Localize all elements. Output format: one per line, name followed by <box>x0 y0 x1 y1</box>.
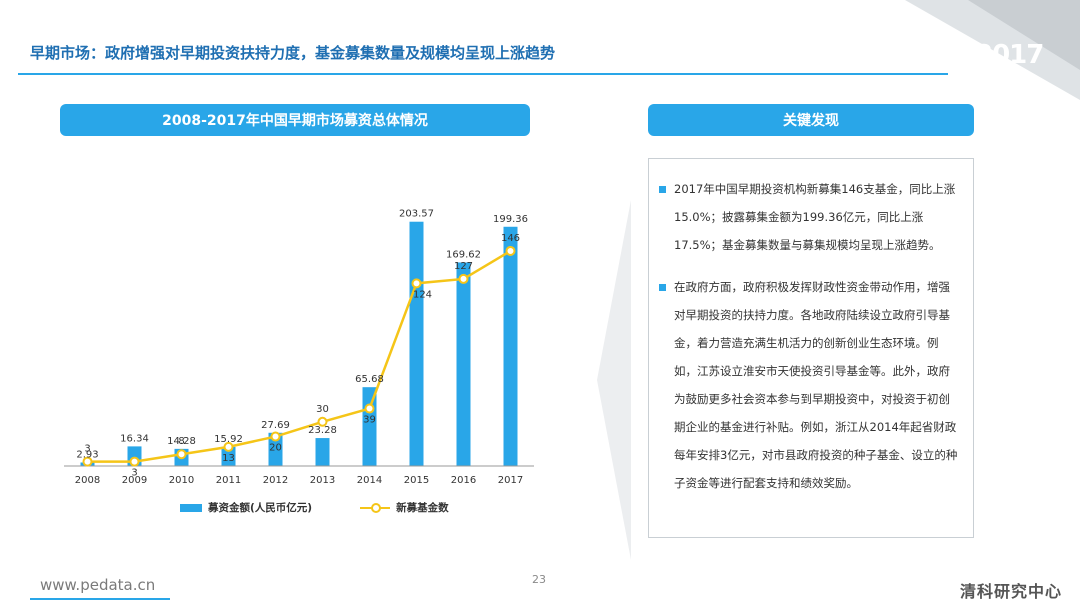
point-new-funds <box>458 273 469 284</box>
point-new-funds <box>82 456 93 467</box>
bar-value-label: 15.92 <box>214 434 243 445</box>
bar-amount <box>221 446 236 466</box>
x-tick-label: 2008 <box>75 475 100 486</box>
footer-divider <box>30 598 170 600</box>
bar-value-label: 2.93 <box>76 449 98 460</box>
line-value-label: 13 <box>222 453 235 464</box>
fundraising-chart: 2.93 16.34 14.28 15.92 27.69 23.28 65.68 203.57… <box>64 209 534 486</box>
bar-value-label: 27.69 <box>261 420 290 431</box>
bar-amount <box>409 221 424 466</box>
line-value-label: 127 <box>454 261 473 272</box>
finding-item: 2017年中国早期投资机构新募集146支基金，同比上涨15.0%；披露募集金额为… <box>659 175 961 259</box>
page-title: 早期市场：政府增强对早期投资扶持力度，基金募集数量及规模均呈现上涨趋势 <box>30 44 556 62</box>
point-new-funds <box>129 456 140 467</box>
point-new-funds <box>317 416 328 427</box>
bar-value-label: 23.28 <box>308 425 337 436</box>
point-new-funds <box>176 449 187 460</box>
findings-panel-title: 关键发现 <box>648 104 974 136</box>
point-new-funds <box>270 431 281 442</box>
series-line-new-funds <box>87 249 512 463</box>
legend-swatch-line <box>360 502 391 513</box>
x-tick-label: 2012 <box>263 475 288 486</box>
footer-url-link[interactable]: www.pedata.cn <box>40 576 156 594</box>
bar-amount <box>503 226 518 466</box>
legend-label-amount: 募资金额(人民币亿元) <box>208 502 313 514</box>
chart-legend: 募资金额(人民币亿元) 新募基金数 <box>180 500 497 515</box>
point-new-funds <box>411 278 422 289</box>
line-value-label: 124 <box>413 289 432 300</box>
arrow-wedge-decoration <box>597 200 631 560</box>
x-tick-label: 2014 <box>357 475 382 486</box>
bar-amount <box>315 438 330 466</box>
bar-value-label: 199.36 <box>493 214 528 225</box>
line-value-label: 8 <box>178 436 184 447</box>
year-badge: 2017 <box>975 40 1044 70</box>
legend-label-count: 新募基金数 <box>396 502 449 514</box>
bar-amount <box>456 262 471 466</box>
chart-panel-title: 2008-2017年中国早期市场募资总体情况 <box>60 104 530 136</box>
findings-box: 2017年中国早期投资机构新募集146支基金，同比上涨15.0%；披露募集金额为… <box>648 158 974 538</box>
bar-value-label: 169.62 <box>446 249 481 260</box>
x-tick-label: 2016 <box>451 475 476 486</box>
bar-value-label: 14.28 <box>167 436 196 447</box>
finding-text: 2017年中国早期投资机构新募集146支基金，同比上涨15.0%；披露募集金额为… <box>674 182 956 252</box>
x-tick-label: 2015 <box>404 475 429 486</box>
x-tick-label: 2010 <box>169 475 194 486</box>
line-value-label: 30 <box>316 404 329 415</box>
line-value-label: 3 <box>131 468 137 479</box>
line-value-label: 20 <box>269 443 282 454</box>
point-new-funds <box>364 403 375 414</box>
finding-item: 在政府方面，政府积极发挥财政性资金带动作用，增强对早期投资的扶持力度。各地政府陆… <box>659 273 961 497</box>
legend-swatch-bar <box>180 503 202 512</box>
page-number: 23 <box>532 573 546 586</box>
line-value-label: 3 <box>84 444 90 455</box>
title-divider <box>18 73 948 75</box>
x-tick-label: 2013 <box>310 475 335 486</box>
legend-item-count: 新募基金数 <box>360 500 449 515</box>
x-tick-label: 2011 <box>216 475 241 486</box>
point-new-funds <box>505 245 516 256</box>
bar-value-label: 65.68 <box>355 374 384 385</box>
finding-text: 在政府方面，政府积极发挥财政性资金带动作用，增强对早期投资的扶持力度。各地政府陆… <box>674 280 958 490</box>
bullet-square-icon <box>659 186 666 193</box>
bar-value-label: 16.34 <box>120 433 149 444</box>
bar-amount <box>268 432 283 466</box>
line-value-label: 146 <box>501 233 520 244</box>
line-value-label: 39 <box>363 415 376 426</box>
brand-logo-text: 清科研究中心 <box>960 582 1063 601</box>
x-tick-label: 2017 <box>498 475 523 486</box>
bar-value-label: 203.57 <box>399 209 434 220</box>
bullet-square-icon <box>659 284 666 291</box>
x-tick-label: 2009 <box>122 475 147 486</box>
legend-item-amount: 募资金额(人民币亿元) <box>180 500 312 515</box>
point-new-funds <box>223 441 234 452</box>
